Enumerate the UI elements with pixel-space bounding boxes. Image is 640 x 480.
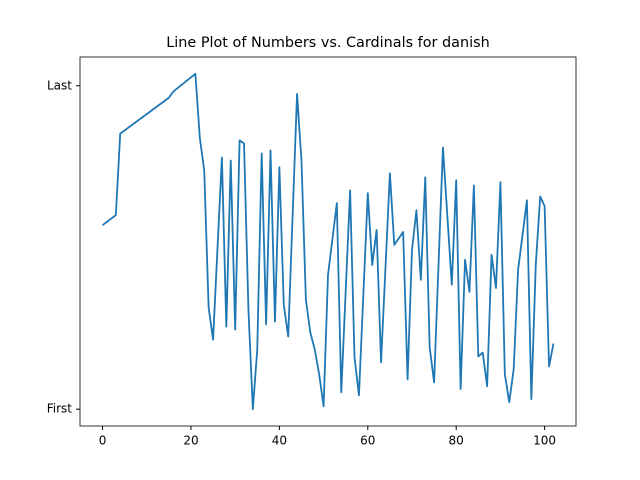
- x-tick-label: 0: [99, 434, 107, 448]
- y-tick-label: Last: [47, 78, 72, 92]
- y-tick-label: First: [47, 402, 73, 416]
- plot-frame: [79, 56, 577, 427]
- x-tick-label: 100: [533, 434, 556, 448]
- x-tick-label: 40: [272, 434, 287, 448]
- line-series: [102, 72, 555, 411]
- x-tick-label: 80: [449, 434, 464, 448]
- x-tick-label: 20: [183, 434, 198, 448]
- x-tick-label: 60: [360, 434, 375, 448]
- chart-title: Line Plot of Numbers vs. Cardinals for d…: [166, 35, 489, 51]
